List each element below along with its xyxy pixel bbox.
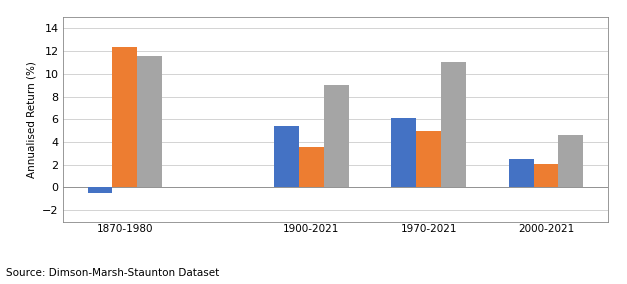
Bar <box>299 147 324 187</box>
Bar <box>324 85 349 187</box>
Bar <box>88 187 112 193</box>
Bar <box>508 159 534 187</box>
Text: Source: Dimson-Marsh-Staunton Dataset: Source: Dimson-Marsh-Staunton Dataset <box>6 268 219 278</box>
Bar <box>416 131 441 187</box>
Bar <box>441 62 466 187</box>
Bar <box>112 47 137 187</box>
Bar <box>391 118 416 187</box>
Y-axis label: Annualised Return (%): Annualised Return (%) <box>26 61 36 178</box>
Bar <box>559 135 583 187</box>
Bar <box>137 56 162 187</box>
Bar <box>274 126 299 187</box>
Bar <box>534 164 559 187</box>
